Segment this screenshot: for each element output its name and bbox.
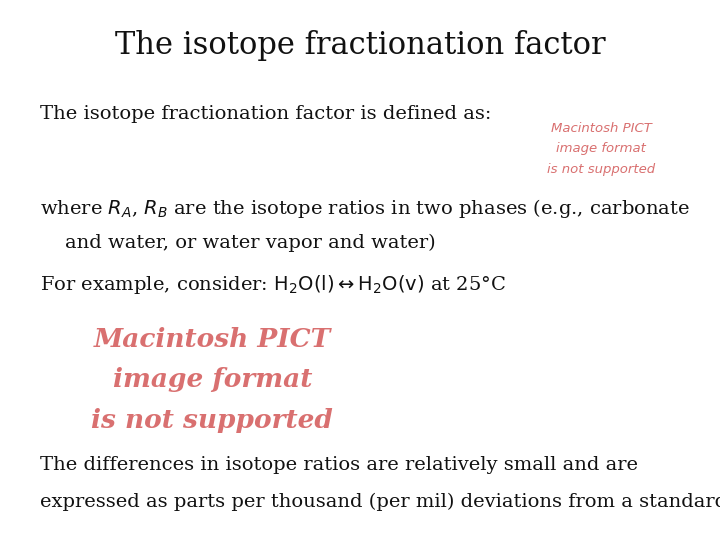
Text: expressed as parts per thousand (per mil) deviations from a standard.: expressed as parts per thousand (per mil… [40, 493, 720, 511]
Text: is not supported: is not supported [91, 408, 333, 433]
Text: Macintosh PICT: Macintosh PICT [551, 122, 652, 134]
Text: Macintosh PICT: Macintosh PICT [94, 327, 331, 352]
Text: The isotope fractionation factor: The isotope fractionation factor [114, 30, 606, 60]
Text: The isotope fractionation factor is defined as:: The isotope fractionation factor is defi… [40, 105, 491, 123]
Text: and water, or water vapor and water): and water, or water vapor and water) [40, 234, 435, 252]
Text: is not supported: is not supported [547, 163, 655, 176]
Text: The differences in isotope ratios are relatively small and are: The differences in isotope ratios are re… [40, 456, 638, 474]
Text: For example, consider: $\mathrm{H_2O(l)} \leftrightarrow \mathrm{H_2O(v)}$ at 25: For example, consider: $\mathrm{H_2O(l)}… [40, 273, 505, 296]
Text: image format: image format [113, 367, 312, 392]
Text: where $R_A$, $R_B$ are the isotope ratios in two phases (e.g., carbonate: where $R_A$, $R_B$ are the isotope ratio… [40, 197, 690, 220]
Text: image format: image format [557, 142, 646, 155]
